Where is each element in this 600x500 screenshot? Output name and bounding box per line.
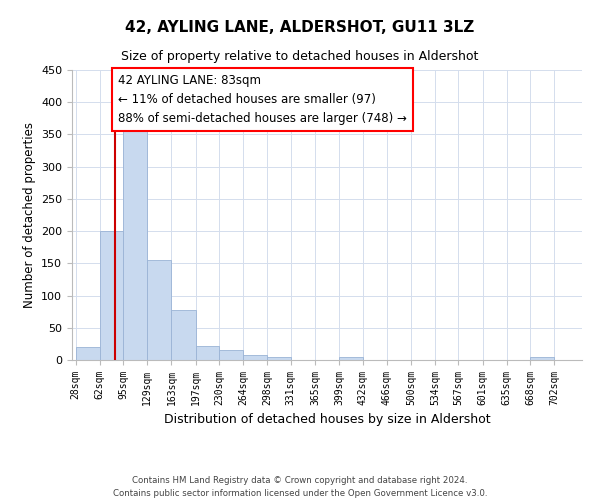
Y-axis label: Number of detached properties: Number of detached properties	[23, 122, 35, 308]
Bar	[147, 260, 172, 360]
Bar	[530, 358, 554, 360]
Bar	[172, 310, 196, 360]
Text: 42 AYLING LANE: 83sqm
← 11% of detached houses are smaller (97)
88% of semi-deta: 42 AYLING LANE: 83sqm ← 11% of detached …	[118, 74, 407, 126]
Bar	[243, 355, 268, 360]
Bar	[339, 358, 362, 360]
Bar	[100, 231, 123, 360]
Bar	[268, 357, 291, 360]
Text: 42, AYLING LANE, ALDERSHOT, GU11 3LZ: 42, AYLING LANE, ALDERSHOT, GU11 3LZ	[125, 20, 475, 35]
Bar	[76, 347, 100, 360]
Bar	[123, 125, 147, 360]
Text: Contains HM Land Registry data © Crown copyright and database right 2024.
Contai: Contains HM Land Registry data © Crown c…	[113, 476, 487, 498]
Bar	[196, 346, 219, 360]
Bar	[219, 350, 243, 360]
X-axis label: Distribution of detached houses by size in Aldershot: Distribution of detached houses by size …	[164, 414, 490, 426]
Text: Size of property relative to detached houses in Aldershot: Size of property relative to detached ho…	[121, 50, 479, 63]
